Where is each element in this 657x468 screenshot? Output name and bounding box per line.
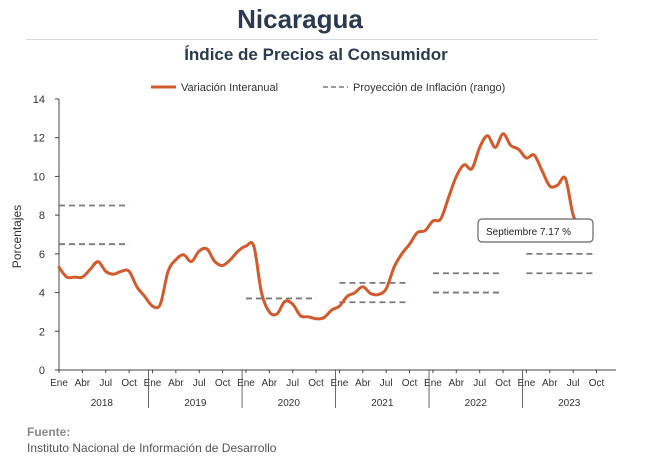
x-month-label: Ene (331, 378, 349, 389)
y-tick-label: 10 (33, 171, 45, 183)
y-tick-label: 6 (39, 249, 45, 261)
x-month-label: Jul (380, 378, 393, 389)
legend-label-variacion: Variación Interanual (181, 82, 278, 94)
series-line-variacion (57, 132, 591, 321)
x-month-label: Abr (262, 378, 278, 389)
source-label: Fuente: (27, 425, 71, 439)
annotation-label: Septiembre 7.17 % (486, 227, 571, 238)
x-month-label: Oct (215, 378, 231, 389)
y-tick-label: 2 (39, 326, 45, 338)
y-tick-label: 12 (33, 133, 45, 145)
x-month-label: Oct (589, 378, 605, 389)
y-axis-label: Porcentajes (10, 205, 24, 268)
x-year-label: 2018 (91, 398, 114, 409)
y-tick-label: 0 (39, 365, 45, 377)
x-month-label: Ene (424, 378, 442, 389)
x-month-label: Abr (168, 378, 184, 389)
y-tick-label: 8 (39, 210, 45, 222)
x-month-label: Abr (355, 378, 371, 389)
x-month-label: Jul (193, 378, 206, 389)
y-tick-label: 4 (39, 288, 45, 300)
x-month-label: Ene (237, 378, 255, 389)
x-year-label: 2019 (184, 398, 207, 409)
x-month-label: Jul (473, 378, 486, 389)
x-year-label: 2022 (465, 398, 488, 409)
page-title: Nicaragua (237, 4, 363, 34)
x-month-label: Oct (121, 378, 137, 389)
x-month-label: Ene (144, 378, 162, 389)
x-month-label: Oct (402, 378, 418, 389)
x-year-label: 2021 (371, 398, 394, 409)
x-month-label: Abr (542, 378, 558, 389)
x-month-label: Oct (308, 378, 324, 389)
x-month-label: Abr (449, 378, 465, 389)
x-month-label: Oct (495, 378, 511, 389)
source-text: Instituto Nacional de Información de Des… (27, 441, 277, 455)
x-month-label: Ene (50, 378, 68, 389)
x-month-label: Jul (286, 378, 299, 389)
annotation-box (477, 218, 594, 243)
legend-label-proyeccion: Proyección de Inflación (rango) (353, 82, 505, 94)
x-month-label: Jul (567, 378, 580, 389)
x-month-label: Abr (75, 378, 91, 389)
x-month-label: Jul (99, 378, 112, 389)
y-tick-label: 14 (33, 94, 45, 106)
title-divider (26, 39, 598, 40)
x-year-label: 2023 (558, 398, 581, 409)
chart-subtitle: Índice de Precios al Consumidor (184, 45, 448, 64)
x-year-label: 2020 (278, 398, 301, 409)
x-month-label: Ene (518, 378, 536, 389)
